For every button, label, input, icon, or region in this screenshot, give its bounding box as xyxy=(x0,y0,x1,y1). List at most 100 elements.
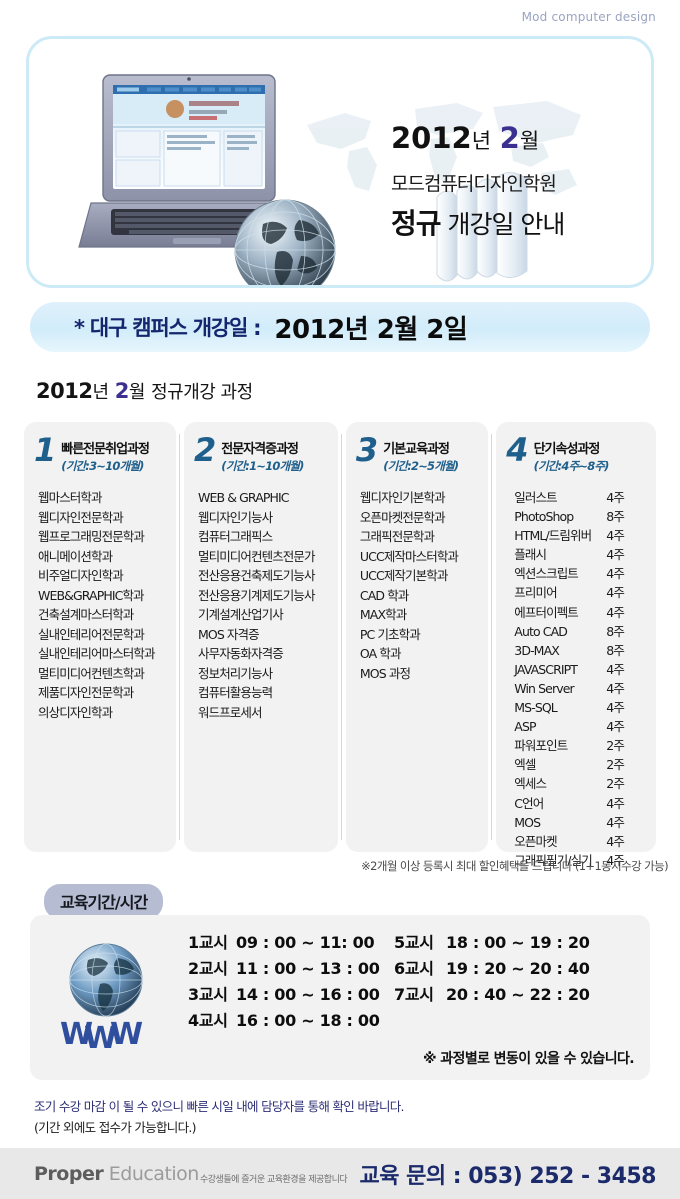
list-item: MOS 4주 xyxy=(514,813,656,832)
bottom-bar xyxy=(0,1148,680,1199)
column-2-list: WEB & GRAPHIC 웹디자인기능사 컴퓨터그래픽스 멀티미디어컨텐츠전문… xyxy=(184,488,338,722)
course-duration: 4주 xyxy=(606,528,625,544)
course-column-2: 2 전문자격증과정 (기간:1~10개월) WEB & GRAPHIC 웹디자인… xyxy=(184,422,342,852)
list-item: ASP 4주 xyxy=(514,717,656,736)
section-year: 2012 xyxy=(36,379,93,403)
campus-opening-banner: * 대구 캠퍼스 개강일 : 2012년 2월 2일 xyxy=(30,302,650,352)
column-2-number: 2 xyxy=(194,431,217,469)
period-label-right: 7교시 xyxy=(394,985,434,1004)
discount-note: ※2개월 이상 등록시 최대 할인혜택을 드립니다 (1+1동시수강 가능) xyxy=(361,859,669,873)
list-item: 엑셀 2주 xyxy=(514,755,656,774)
column-3-header: 3 기본교육과정 (기간:2~5개월) xyxy=(346,434,488,474)
column-4-name: 단기속성과정 xyxy=(533,442,601,457)
hero-month: 2 xyxy=(499,121,520,155)
period-label-left: 3교시 xyxy=(188,985,228,1004)
course-name: MS-SQL xyxy=(514,700,557,716)
list-item: CAD 학과 xyxy=(359,587,409,603)
schedule-note: ※ 과정별로 변동이 있을 수 있습니다. xyxy=(422,1051,635,1067)
company-logo: Proper Education xyxy=(34,1163,199,1185)
course-duration: 4주 xyxy=(606,814,625,830)
list-item: 오픈마켓 4주 xyxy=(514,832,656,851)
column-divider xyxy=(179,434,180,840)
list-item: 멀티미디어컨텐츠전문가 xyxy=(198,548,316,564)
list-item: 사무자동화자격증 xyxy=(198,646,284,661)
list-item: 플래시 4주 xyxy=(514,545,656,564)
list-item: 워드프로세서 xyxy=(198,704,263,720)
list-item: 프리미어 4주 xyxy=(514,583,656,602)
list-item: 컴퓨터활용능력 xyxy=(198,685,273,700)
period-label-left: 1교시 xyxy=(188,933,228,952)
list-item: 그래픽전문학과 xyxy=(359,529,435,544)
column-2-duration: (기간:1~10개월) xyxy=(221,459,304,473)
course-name: 그래픽필기/실기 xyxy=(514,852,592,868)
course-column-3: 3 기본교육과정 (기간:2~5개월) 웹디자인기본학과 오픈마켓전문학과 그래… xyxy=(345,422,493,852)
banner-label: * 대구 캠퍼스 개강일 : xyxy=(74,316,262,340)
course-columns: 1 빠른전문취업과정 (기간:3~10개월) 웹마스터학과 웹디자인전문학과 웹… xyxy=(24,422,656,868)
period-time-left: 14 : 00 ~ 16 : 00 xyxy=(236,985,380,1004)
course-name: 3D-MAX xyxy=(514,642,559,658)
list-item: 웹디자인기본학과 xyxy=(359,490,446,505)
course-duration: 4주 xyxy=(606,852,625,868)
list-item: Win Server 4주 xyxy=(514,679,656,698)
course-name: 오픈마켓 xyxy=(514,833,557,849)
course-name: HTML/드림위버 xyxy=(514,528,592,544)
column-1-number: 1 xyxy=(34,431,57,469)
period-time-right: 18 : 00 ~ 19 : 20 xyxy=(446,933,590,952)
column-4-list: 일러스트 4주 PhotoShop 8주 HTML/드림위버 4주 플래시 4주 엑션스… xyxy=(496,488,656,870)
column-divider xyxy=(491,434,493,840)
course-name: 엑세스 xyxy=(514,776,547,792)
list-item: MAX학과 xyxy=(359,607,407,622)
list-item: 웹디자인전문학과 xyxy=(38,509,124,525)
hero-date-line: 2012년 2월 xyxy=(391,121,641,155)
course-duration: 4주 xyxy=(606,604,625,620)
list-item: 3D-MAX 8주 xyxy=(514,641,656,660)
course-name: 에프터이펙트 xyxy=(514,604,579,620)
footer-note-1: 조기 수강 마감 이 될 수 있으니 빠른 시일 내에 담당자를 통해 확인 바… xyxy=(34,1099,405,1114)
list-item: 애니메이션학과 xyxy=(38,548,113,564)
course-column-4: 4 단기속성과정 (기간:4주~8주) 일러스트 4주 PhotoShop 8주 H… xyxy=(496,422,656,868)
logo-bold: Proper xyxy=(34,1163,104,1185)
list-item: JAVASCRIPT 4주 xyxy=(514,660,656,679)
schedule-row: 4교시 16 : 00 ~ 18 : 00 xyxy=(188,1008,590,1034)
list-item: 비주얼디자인학과 xyxy=(38,568,124,583)
section-month: 2 xyxy=(114,379,130,403)
course-column-1: 1 빠른전문취업과정 (기간:3~10개월) 웹마스터학과 웹디자인전문학과 웹… xyxy=(24,422,180,852)
list-item: 웹마스터학과 xyxy=(38,490,103,505)
column-3-name: 기본교육과정 xyxy=(383,442,450,457)
column-1-list: 웹마스터학과 웹디자인전문학과 웹프로그래밍전문학과 애니메이션학과 비주얼디자… xyxy=(24,488,176,722)
course-duration: 8주 xyxy=(606,623,625,639)
list-item: 엑세스 2주 xyxy=(514,774,656,793)
hero-text-block: 2012년 2월 모드컴퓨터디자인학원 정규 개강일 안내 xyxy=(391,121,641,242)
list-item: PC 기초학과 xyxy=(359,626,421,642)
list-item: 전산응용기계제도기능사 xyxy=(198,587,316,603)
period-time-right: 19 : 20 ~ 20 : 40 xyxy=(446,959,590,978)
course-duration: 4주 xyxy=(606,719,625,735)
list-item: Auto CAD 8주 xyxy=(514,622,656,641)
column-4-header: 4 단기속성과정 (기간:4주~8주) xyxy=(496,434,656,474)
course-name: JAVASCRIPT xyxy=(514,661,578,677)
schedule-row: 2교시 11 : 00 ~ 13 : 00 6교시 19 : 20 ~ 20 :… xyxy=(188,956,590,982)
list-item: 건축설계마스터학과 xyxy=(38,607,134,622)
hero-month-suffix: 월 xyxy=(519,129,540,153)
section-month-suffix: 월 xyxy=(128,382,146,403)
academy-name: 모드컴퓨터디자인학원 xyxy=(391,173,557,195)
list-item: 제품디자인전문학과 xyxy=(38,685,134,700)
period-time-left: 09 : 00 ~ 11: 00 xyxy=(236,933,375,952)
hero-subtitle: 정규 개강일 안내 xyxy=(391,202,641,242)
column-3-number: 3 xyxy=(355,431,379,469)
hero-year-suffix: 년 xyxy=(471,129,492,153)
course-name: 프리미어 xyxy=(514,585,557,601)
period-label-right: 5교시 xyxy=(394,933,434,952)
period-label-left: 4교시 xyxy=(188,1011,228,1030)
column-4-number: 4 xyxy=(506,431,529,469)
period-label-right: 6교시 xyxy=(394,959,434,978)
schedule-row: 3교시 14 : 00 ~ 16 : 00 7교시 20 : 40 ~ 22 :… xyxy=(188,982,590,1008)
list-item: MOS 자격증 xyxy=(198,626,260,642)
column-2-name: 전문자격증과정 xyxy=(221,442,299,457)
list-item: HTML/드림위버 4주 xyxy=(514,526,656,545)
list-item: WEB & GRAPHIC xyxy=(198,490,290,505)
list-item: 전산응용건축제도기능사 xyxy=(198,568,316,583)
list-item: 기계설계산업기사 xyxy=(198,607,284,622)
period-time-left: 16 : 00 ~ 18 : 00 xyxy=(236,1011,380,1030)
